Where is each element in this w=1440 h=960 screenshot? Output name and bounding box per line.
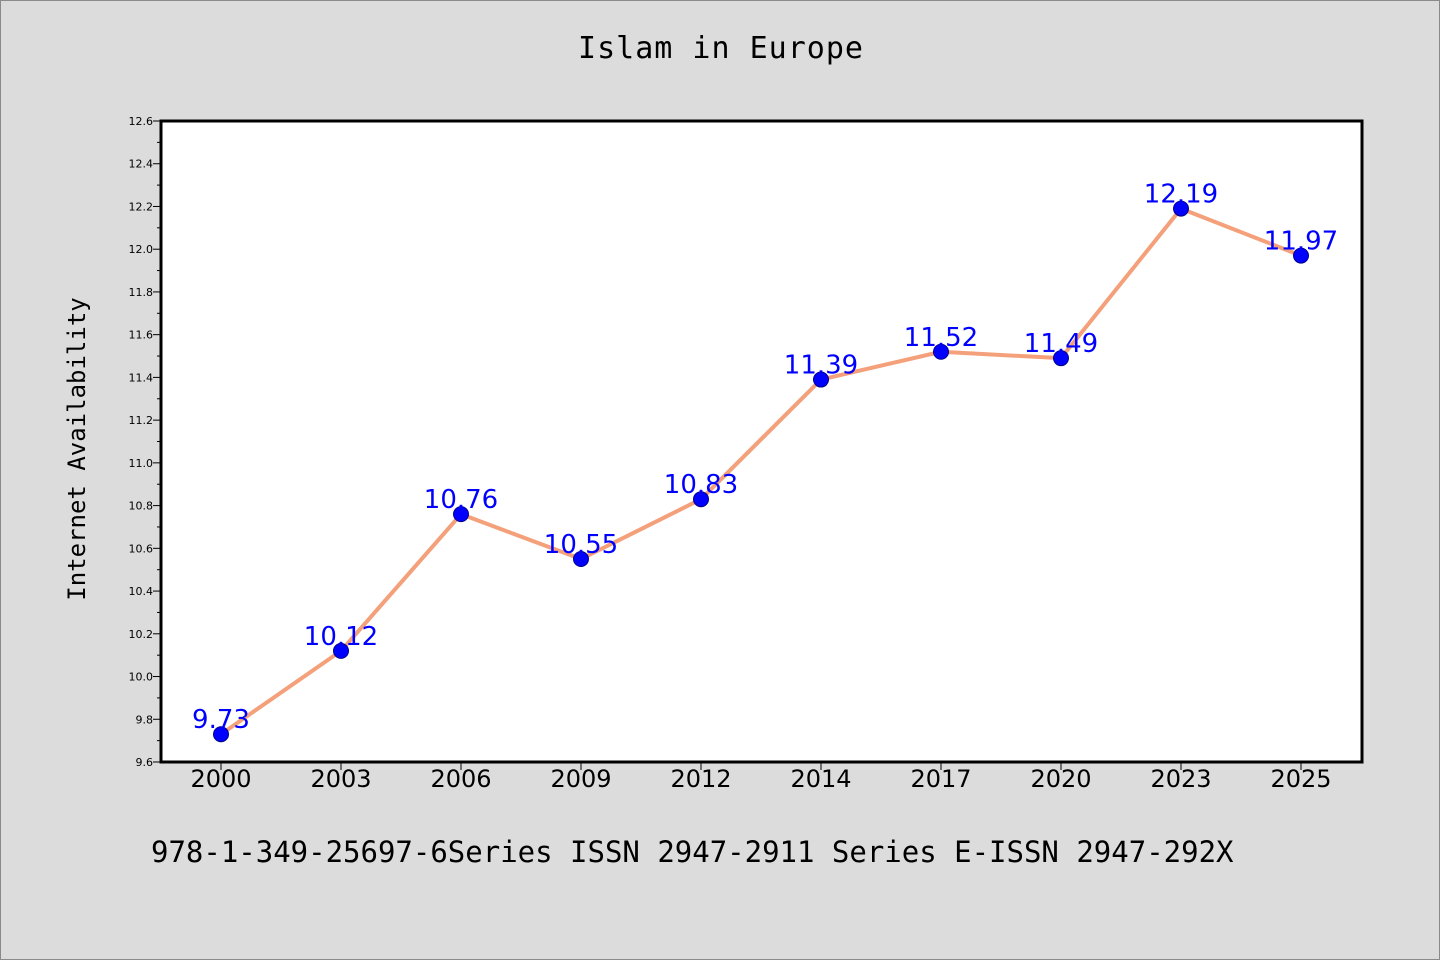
y-tick-label: 10.8: [129, 500, 154, 513]
y-tick-label: 9.6: [136, 756, 154, 769]
x-tick-label: 2020: [1030, 765, 1091, 793]
data-label: 9.73: [192, 705, 250, 735]
y-tick-label: 10.4: [129, 585, 154, 598]
data-label: 10.55: [544, 530, 618, 560]
data-point-marker: [1053, 350, 1069, 367]
data-label: 11.52: [904, 323, 978, 353]
x-tick-label: 2006: [430, 765, 491, 793]
data-point-marker: [933, 343, 949, 360]
data-point-marker: [333, 642, 349, 659]
data-point-marker: [813, 371, 829, 388]
y-tick-label: 12.2: [129, 200, 154, 213]
data-label: 12.19: [1144, 180, 1218, 210]
data-label: 11.39: [784, 351, 858, 381]
data-point-marker: [693, 491, 709, 508]
data-point-marker: [213, 726, 229, 743]
y-tick-label: 11.4: [129, 371, 154, 384]
data-label: 11.97: [1264, 227, 1338, 257]
data-label: 10.83: [664, 470, 738, 500]
y-tick-label: 12.0: [129, 243, 154, 256]
x-tick-label: 2009: [550, 765, 611, 793]
y-tick-label: 9.8: [136, 713, 154, 726]
y-tick-label: 12.4: [129, 158, 154, 171]
x-tick-label: 2012: [670, 765, 731, 793]
y-tick-label: 11.2: [129, 414, 154, 427]
y-tick-label: 11.6: [129, 329, 154, 342]
plot-frame: [159, 119, 1364, 764]
x-tick-label: 2014: [790, 765, 851, 793]
x-tick-label: 2003: [310, 765, 371, 793]
y-tick-label: 10.2: [129, 628, 154, 641]
data-label: 11.49: [1024, 329, 1098, 359]
x-tick-label: 2017: [910, 765, 971, 793]
data-point-marker: [573, 551, 589, 568]
y-tick-label: 11.8: [129, 286, 154, 299]
footer-note: 978-1-349-25697-6Series ISSN 2947-2911 S…: [151, 835, 1234, 869]
data-point-marker: [1293, 247, 1309, 264]
x-tick-label: 2025: [1270, 765, 1331, 793]
series-line: [219, 206, 1303, 737]
y-tick-label: 10.0: [129, 671, 154, 684]
data-point-marker: [1173, 200, 1189, 217]
x-tick-label: 2023: [1150, 765, 1211, 793]
chart-title: Islam in Europe: [578, 31, 864, 66]
data-label: 10.12: [304, 622, 378, 652]
y-tick-label: 10.6: [129, 542, 154, 555]
x-tick-label: 2000: [190, 765, 251, 793]
data-point-marker: [453, 506, 469, 523]
y-tick-label: 11.0: [129, 457, 154, 470]
data-label: 10.76: [424, 485, 498, 515]
y-tick-label: 12.6: [129, 115, 154, 128]
